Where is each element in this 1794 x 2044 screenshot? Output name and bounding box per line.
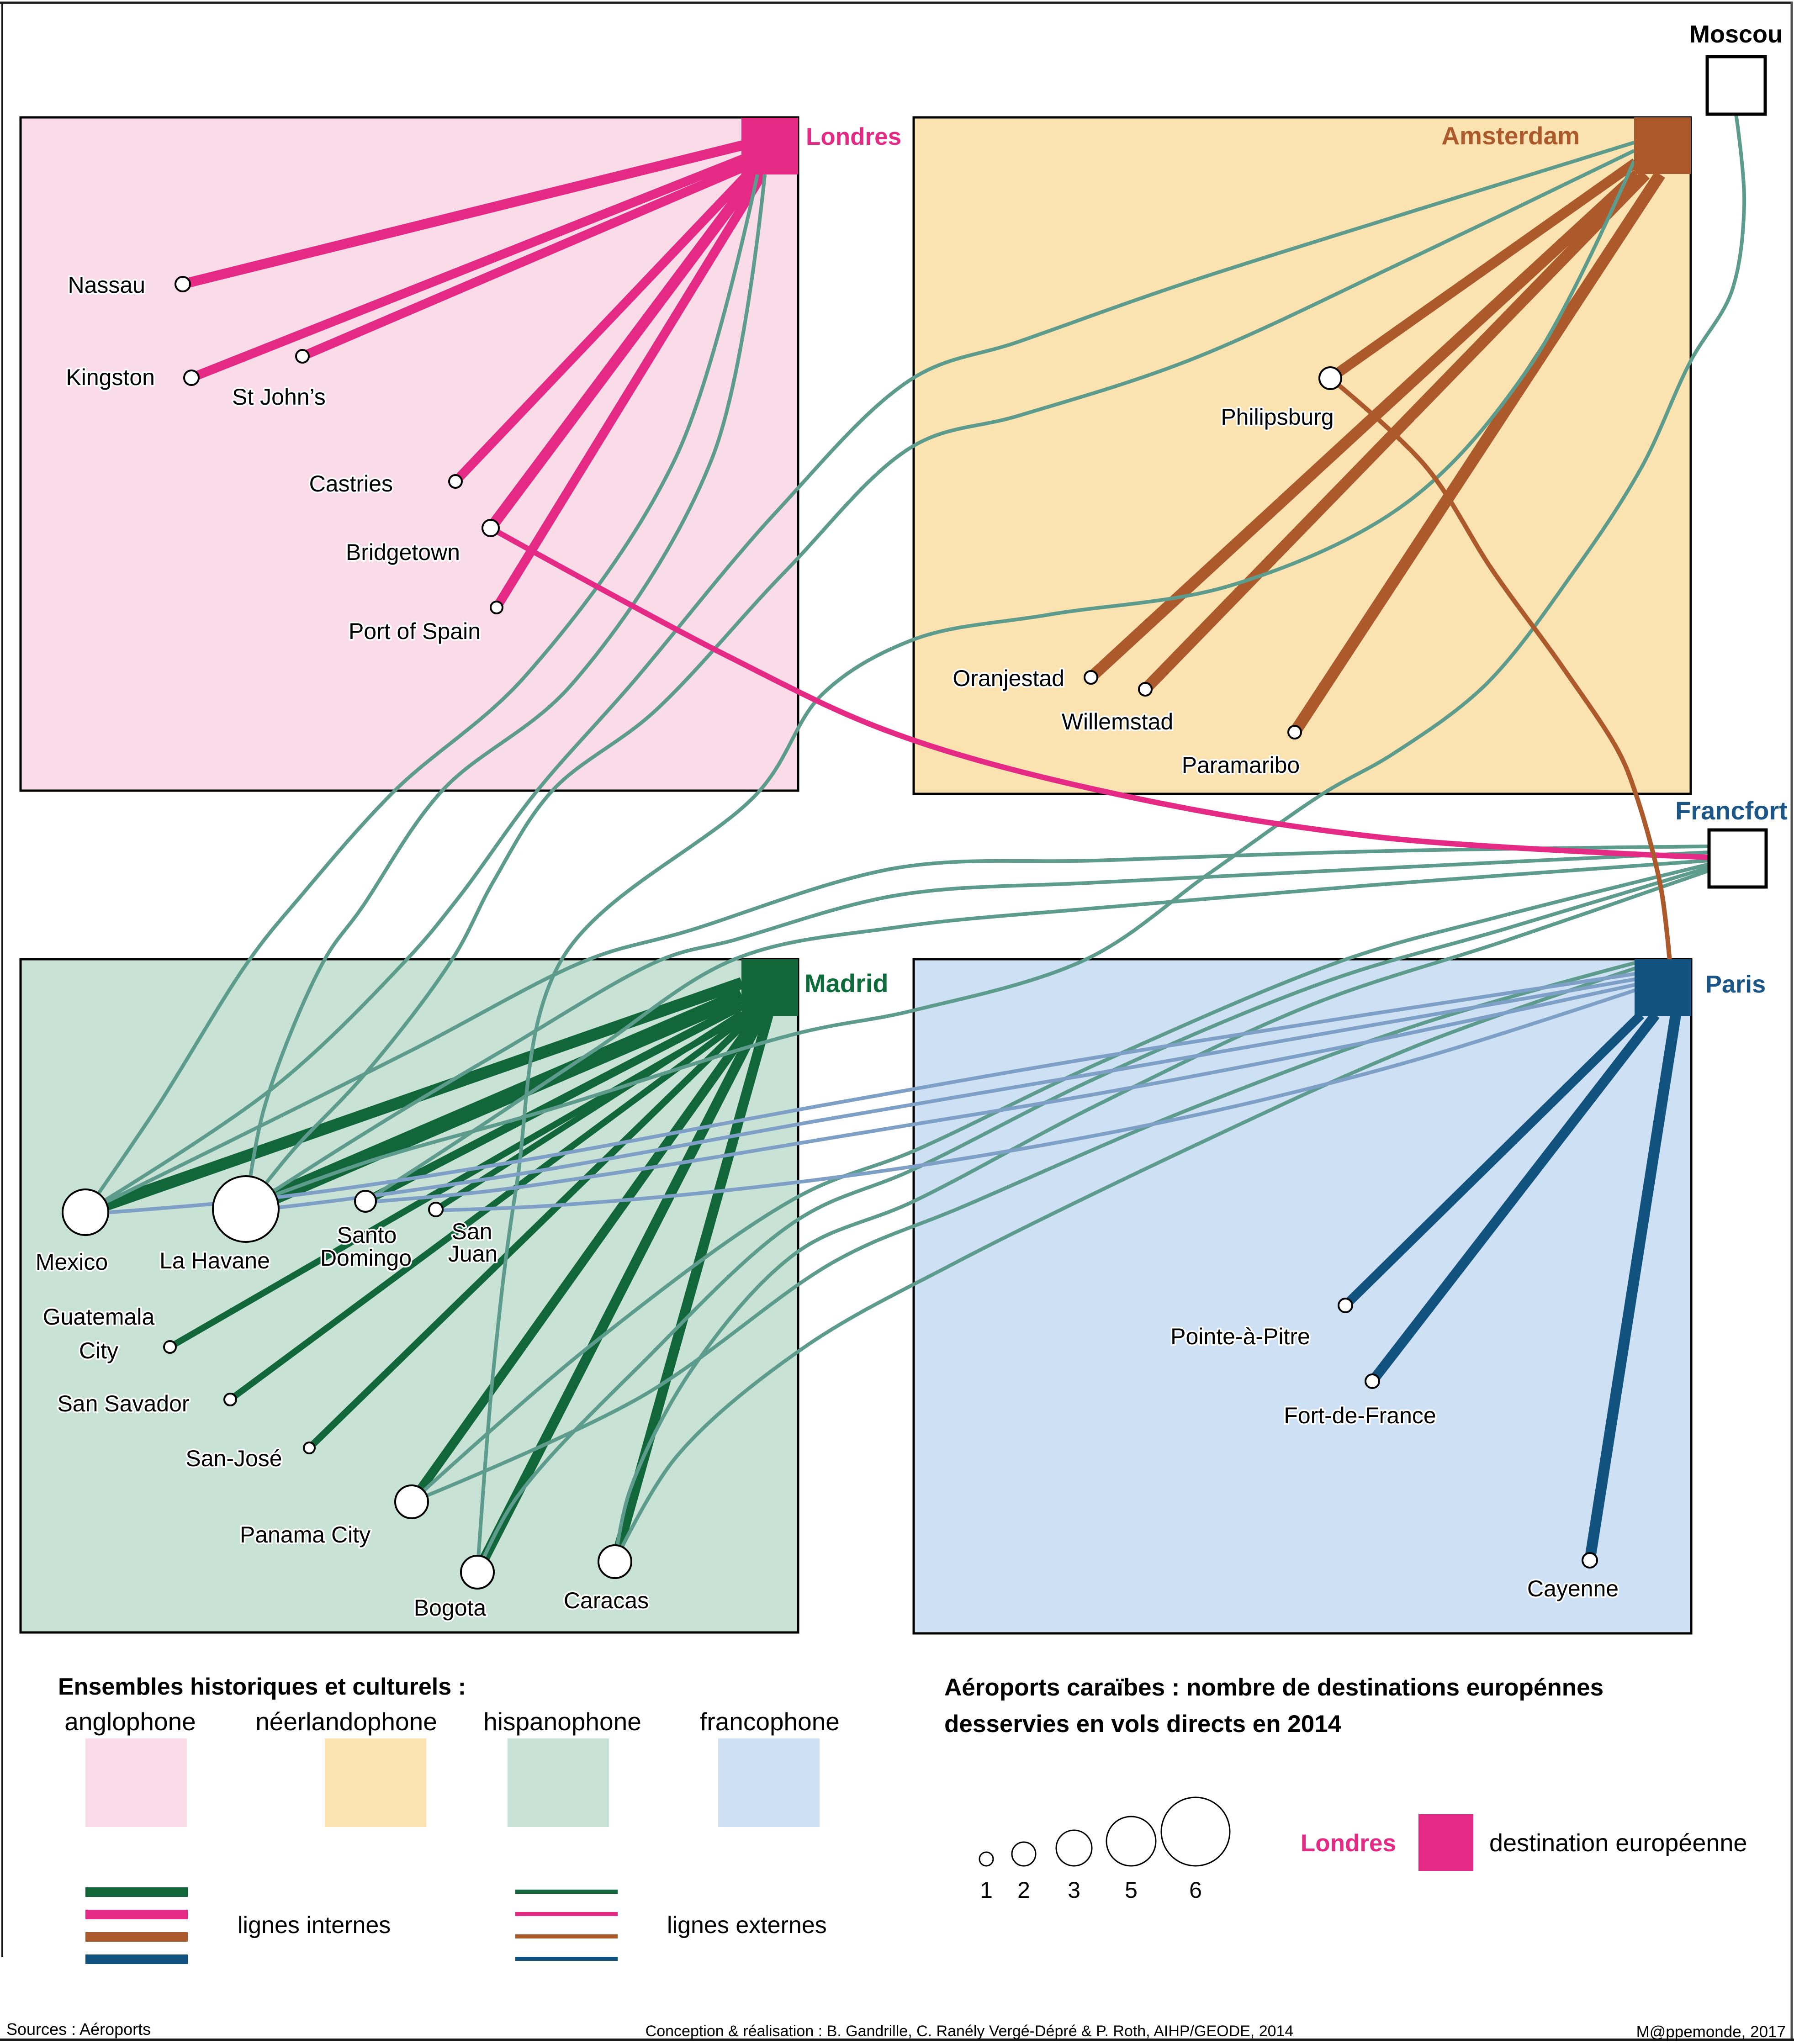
svg-text:Londres: Londres	[1301, 1830, 1396, 1857]
svg-text:Bogota: Bogota	[414, 1595, 487, 1621]
svg-text:San Savador: San Savador	[57, 1391, 189, 1416]
svg-text:St John’s: St John’s	[232, 384, 326, 410]
svg-text:Caracas: Caracas	[564, 1588, 649, 1613]
svg-text:Castries: Castries	[309, 471, 393, 496]
svg-text:francophone: francophone	[700, 1707, 840, 1736]
svg-text:Aéroports caraïbes : nombre de: Aéroports caraïbes : nombre de destinati…	[944, 1674, 1603, 1701]
svg-text:anglophone: anglophone	[64, 1707, 196, 1736]
svg-text:1: 1	[980, 1877, 993, 1903]
svg-text:Ensembles historiques et cultu: Ensembles historiques et culturels :	[58, 1674, 466, 1700]
svg-text:Amsterdam: Amsterdam	[1441, 121, 1580, 150]
svg-text:Francfort: Francfort	[1675, 796, 1788, 825]
svg-text:Philipsburg: Philipsburg	[1221, 404, 1334, 430]
svg-text:néerlandophone: néerlandophone	[255, 1707, 437, 1736]
svg-text:desservies en vols directs en: desservies en vols directs en 2014	[944, 1711, 1342, 1738]
svg-text:Pointe-à-Pitre: Pointe-à-Pitre	[1170, 1324, 1310, 1349]
svg-text:destination européenne: destination européenne	[1489, 1829, 1747, 1857]
svg-text:Nassau: Nassau	[68, 272, 145, 298]
svg-text:Guatemala: Guatemala	[43, 1304, 155, 1330]
svg-text:lignes externes: lignes externes	[667, 1912, 827, 1938]
svg-text:5: 5	[1125, 1877, 1138, 1903]
svg-text:Conception & réalisation : B.: Conception & réalisation : B. Gandrille,…	[646, 2023, 1294, 2040]
svg-text:San-José: San-José	[185, 1446, 282, 1471]
svg-text:lignes internes: lignes internes	[238, 1912, 391, 1938]
svg-text:Madrid: Madrid	[804, 969, 889, 998]
svg-text:Santo: Santo	[337, 1222, 397, 1248]
svg-text:Paris: Paris	[1705, 971, 1766, 998]
svg-text:Cayenne: Cayenne	[1527, 1576, 1619, 1601]
svg-text:Port of Spain: Port of Spain	[349, 618, 481, 644]
svg-text:Moscou: Moscou	[1689, 21, 1783, 48]
svg-text:Mexico: Mexico	[36, 1249, 108, 1275]
svg-text:Bridgetown: Bridgetown	[346, 539, 460, 565]
svg-text:Sources : Aéroports: Sources : Aéroports	[6, 2020, 151, 2039]
svg-text:San: San	[452, 1219, 492, 1244]
svg-text:Oranjestad: Oranjestad	[953, 665, 1064, 691]
svg-text:3: 3	[1068, 1877, 1080, 1903]
svg-text:Londres: Londres	[806, 123, 901, 150]
svg-text:Kingston: Kingston	[66, 364, 155, 390]
svg-text:City: City	[79, 1338, 118, 1363]
svg-text:Willemstad: Willemstad	[1062, 709, 1173, 734]
svg-text:M@ppemonde, 2017: M@ppemonde, 2017	[1636, 2023, 1786, 2041]
svg-text:Fort-de-France: Fort-de-France	[1284, 1403, 1436, 1428]
svg-text:2: 2	[1017, 1877, 1030, 1903]
svg-text:Paramaribo: Paramaribo	[1182, 752, 1300, 778]
svg-text:Juan: Juan	[448, 1241, 497, 1267]
svg-text:Panama City: Panama City	[240, 1522, 370, 1548]
svg-text:Domingo: Domingo	[320, 1245, 412, 1271]
svg-text:6: 6	[1189, 1877, 1202, 1903]
svg-text:hispanophone: hispanophone	[483, 1707, 641, 1736]
svg-text:La Havane: La Havane	[159, 1248, 270, 1273]
